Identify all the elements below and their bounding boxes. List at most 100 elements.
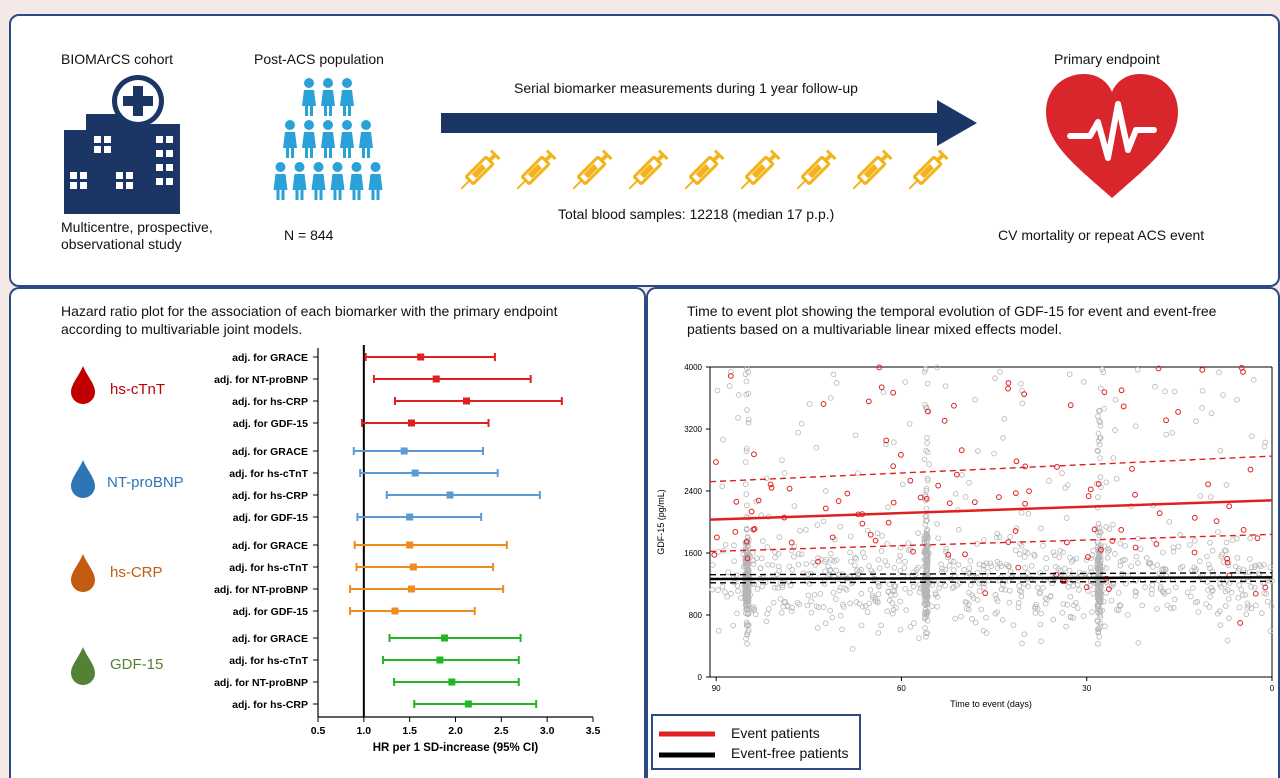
event-free-point: [992, 592, 999, 598]
event-free-point: [1234, 555, 1241, 561]
event-free-point: [1018, 380, 1024, 387]
person-leg: [314, 190, 318, 200]
syringe-fluid: [751, 164, 766, 179]
event-free-point: [760, 538, 766, 544]
event-free-point: [745, 601, 752, 608]
event-free-point: [942, 582, 949, 589]
event-free-point: [811, 592, 818, 598]
event-free-point: [1040, 584, 1046, 591]
event-free-point: [1149, 564, 1156, 570]
event-free-point: [1095, 494, 1101, 500]
event-free-point: [854, 567, 861, 574]
event-free-point: [906, 421, 913, 427]
event-free-point: [1003, 561, 1010, 568]
event-point: [829, 534, 836, 541]
event-free-point: [808, 598, 814, 604]
event-point: [890, 499, 897, 506]
event-free-point: [1193, 418, 1199, 425]
event-point: [750, 526, 757, 533]
event-free-point: [1244, 605, 1251, 611]
event-point: [910, 548, 916, 555]
event-free-point: [1240, 577, 1247, 584]
event-point: [1013, 458, 1020, 465]
event-free-point: [1137, 546, 1144, 552]
event-free-point: [1238, 586, 1244, 593]
event-free-point: [1160, 549, 1166, 556]
event-free-point: [1059, 470, 1065, 476]
event-point: [732, 528, 739, 535]
event-free-point: [843, 586, 850, 593]
event-free-point: [744, 564, 751, 570]
event-free-point: [1110, 521, 1116, 528]
event-free-point: [1199, 405, 1205, 411]
event-free-point: [1017, 540, 1023, 547]
event-free-point: [788, 608, 795, 615]
person-leg: [324, 106, 327, 116]
event-free-point: [751, 581, 758, 588]
event-point: [1026, 488, 1032, 495]
event-free-point: [1216, 369, 1222, 376]
event-free-point: [776, 534, 783, 540]
syringe-icon: [796, 149, 837, 190]
event-point: [1021, 391, 1028, 398]
event-point: [1083, 584, 1090, 591]
serial-measurements-label: Serial biomarker measurements during 1 y…: [514, 80, 858, 96]
event-free-point: [903, 607, 909, 613]
event-point: [1118, 387, 1125, 394]
event-free-point: [948, 557, 954, 564]
event-free-point: [963, 605, 970, 612]
event-free-point: [1220, 392, 1226, 398]
person-leg: [324, 148, 327, 158]
event-free-point: [923, 447, 929, 454]
event-free-point: [932, 590, 939, 596]
event-free-point: [822, 488, 829, 494]
event-free-point: [1154, 562, 1161, 568]
event-free-point: [798, 551, 805, 558]
forest-x-tick-label: 2.5: [494, 725, 509, 737]
event-free-point: [999, 617, 1006, 623]
event-point: [1262, 584, 1269, 591]
event-free-point: [1209, 568, 1215, 575]
event-free-point: [1197, 493, 1204, 499]
event-free-point: [1232, 563, 1239, 570]
event-free-point: [992, 375, 998, 382]
event-point: [971, 499, 978, 506]
person-leg: [329, 148, 332, 158]
event-free-point: [988, 563, 994, 569]
event-free-point: [747, 592, 753, 598]
event-point: [768, 484, 775, 491]
event-point: [883, 437, 890, 444]
heart-pulse-icon: [1046, 74, 1178, 198]
person-head: [342, 120, 352, 130]
forest-x-tick-label: 3.0: [540, 725, 555, 737]
event-free-point: [808, 570, 814, 577]
event-free-point: [795, 429, 801, 436]
event-free-point: [924, 517, 930, 524]
event-free-point: [1205, 587, 1211, 593]
person-leg: [305, 106, 308, 116]
event-free-point: [1225, 562, 1232, 568]
event-point: [744, 555, 751, 562]
event-free-point: [987, 560, 994, 567]
event-free-point: [719, 483, 726, 490]
event-free-point: [924, 475, 931, 482]
event-free-point: [1080, 613, 1087, 619]
event-free-point: [1162, 566, 1168, 572]
event-free-point: [1152, 383, 1158, 390]
event-free-point: [709, 586, 716, 593]
event-free-point: [1040, 543, 1046, 549]
event-free-point: [798, 420, 805, 427]
event-free-point: [962, 494, 969, 500]
event-free-point: [837, 523, 844, 530]
event-free-point: [1028, 562, 1035, 569]
event-point: [878, 384, 885, 391]
event-free-point: [806, 401, 813, 407]
event-free-point: [866, 600, 872, 607]
cohort-description-line1: Multicentre, prospective,: [61, 219, 213, 235]
event-free-point: [820, 604, 827, 610]
event-free-point: [1242, 592, 1249, 598]
event-free-point: [1094, 529, 1101, 536]
event-free-point: [923, 589, 930, 596]
event-free-point: [764, 544, 771, 550]
event-free-point: [992, 610, 999, 617]
